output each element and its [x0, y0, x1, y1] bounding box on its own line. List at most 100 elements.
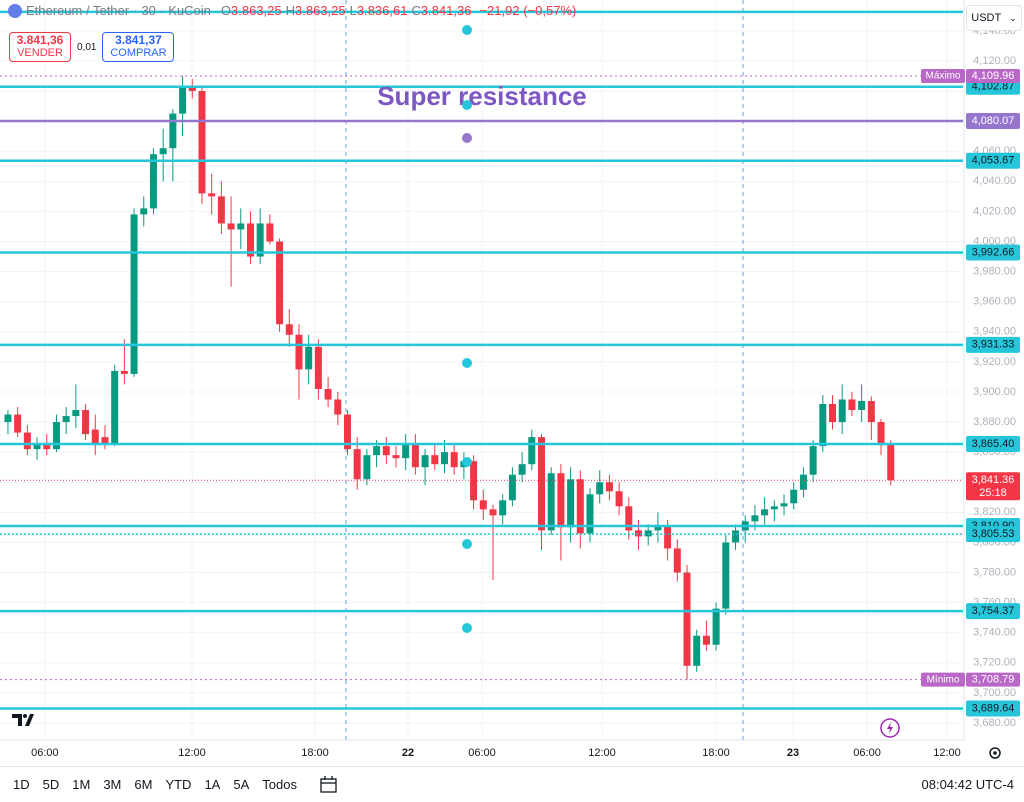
- range-button[interactable]: YTD: [165, 777, 192, 792]
- candle-body: [33, 443, 41, 450]
- candle-body: [751, 515, 759, 522]
- tv-logo: [12, 714, 34, 726]
- candle-body: [314, 346, 322, 389]
- candle-body: [683, 572, 691, 666]
- currency-select[interactable]: USDT ⌄: [966, 5, 1022, 31]
- sell-button[interactable]: 3.841,36 VENDER: [9, 32, 71, 62]
- candle-body: [567, 479, 575, 528]
- x-tick-label: 22: [402, 747, 414, 759]
- candle-body: [82, 410, 90, 435]
- price-label: 3,689.64: [972, 702, 1015, 714]
- alert-icon[interactable]: [462, 539, 472, 549]
- price-label: 4,053.67: [972, 155, 1015, 167]
- price-label-box: [966, 336, 1020, 353]
- candle-body: [780, 503, 788, 507]
- candle-body: [353, 449, 361, 480]
- sell-label: VENDER: [17, 47, 63, 59]
- candle-body: [489, 509, 497, 516]
- candle-body: [625, 506, 633, 531]
- candle-body: [702, 635, 710, 645]
- currency: USDT: [971, 12, 1002, 24]
- candle-body: [586, 494, 594, 534]
- lightning-button[interactable]: [880, 718, 900, 738]
- x-tick-label: 12:00: [588, 747, 616, 759]
- legend: Ethereum / Tether · 30 · KuCoin O 3.863,2…: [8, 3, 580, 18]
- ohlc-key: L: [349, 3, 357, 18]
- candle-body: [23, 432, 31, 450]
- candle-body: [605, 482, 613, 492]
- change: −21,92 (−0,57%): [479, 3, 577, 18]
- toolbar: 1D 5D 1M 3M 6M YTD 1A 5A Todos 08:04:42 UTC-4: [0, 766, 1024, 802]
- range-button[interactable]: 1M: [72, 777, 91, 792]
- price-label: 3,931.33: [972, 339, 1015, 351]
- price-labels: 4,102.87 4,080.07 4,053.67 3,992.66 3,931.33…: [921, 69, 1020, 717]
- y-tick-label: 3,740.00: [973, 627, 1016, 639]
- trade-panel: 3.841,36 VENDER 0,01 3.841,37 COMPRAR: [9, 32, 175, 62]
- candle-body: [246, 223, 254, 257]
- alert-icon[interactable]: [462, 358, 472, 368]
- price-label: 4,102.87: [972, 81, 1015, 93]
- alert-icon[interactable]: [462, 100, 472, 110]
- x-tick-label: 06:00: [468, 747, 496, 759]
- candle-body: [508, 474, 516, 501]
- range-button[interactable]: Todos: [262, 777, 297, 792]
- candle-body: [479, 500, 487, 510]
- alert-icon[interactable]: [462, 133, 472, 143]
- range-button[interactable]: 6M: [134, 777, 153, 792]
- candle-body: [470, 461, 478, 501]
- y-tick-label: 3,780.00: [973, 566, 1016, 578]
- alerts: [462, 25, 472, 633]
- y-tick-label: 4,020.00: [973, 205, 1016, 217]
- last-price-box: [966, 472, 1020, 501]
- candle-body: [237, 223, 245, 230]
- settings-button[interactable]: [989, 747, 1001, 759]
- candle-body: [256, 223, 264, 257]
- sell-price: 3.841,36: [16, 33, 64, 47]
- chevron: ⌄: [1009, 12, 1017, 23]
- price-label: 3,865.40: [972, 438, 1015, 450]
- candle-body: [159, 148, 167, 155]
- candle-body: [208, 193, 216, 197]
- candle-body: [266, 223, 274, 242]
- clock: 08:04:42 UTC-4: [921, 777, 1015, 792]
- y-tick-label: 3,900.00: [973, 386, 1016, 398]
- candle-body: [52, 422, 60, 450]
- candle-body: [838, 399, 846, 423]
- y-tick-label: 3,940.00: [973, 326, 1016, 338]
- x-tick-label: 06:00: [853, 747, 881, 759]
- range-button[interactable]: 5D: [42, 777, 60, 792]
- candle-body: [179, 88, 187, 114]
- candle-body: [402, 443, 410, 459]
- range-button[interactable]: 3M: [103, 777, 122, 792]
- candle-body: [198, 91, 206, 194]
- candle-body: [43, 443, 51, 450]
- range-button[interactable]: 1A: [204, 777, 221, 792]
- buy-button[interactable]: 3.841,37 COMPRAR: [102, 32, 175, 62]
- x-tick-label: 18:00: [702, 747, 730, 759]
- x-tick-label: 12:00: [933, 747, 961, 759]
- price-label-box: [966, 672, 1020, 687]
- candle-body: [547, 473, 555, 531]
- range-button[interactable]: 5A: [233, 777, 250, 792]
- alert-icon[interactable]: [462, 25, 472, 35]
- candle-body: [62, 416, 70, 423]
- x-tick-label: 12:00: [178, 747, 206, 759]
- alert-icon[interactable]: [462, 623, 472, 633]
- candle-body: [596, 482, 604, 495]
- candle-body: [140, 208, 148, 215]
- candle-body: [305, 346, 313, 370]
- candle-body: [101, 437, 109, 444]
- candle-body: [848, 399, 856, 411]
- candle-body: [285, 324, 293, 335]
- candle-body: [120, 370, 128, 374]
- range-button[interactable]: 1D: [13, 777, 30, 792]
- candle-body: [343, 414, 351, 450]
- date-range-icon[interactable]: [319, 775, 339, 795]
- price-label: 4,109.96: [972, 70, 1015, 82]
- candle-body: [858, 400, 866, 411]
- alert-icon[interactable]: [462, 457, 472, 467]
- candle-body: [528, 437, 536, 465]
- ohlc-key: C: [411, 3, 421, 18]
- range-buttons: 1D 5D 1M 3M 6M YTD 1A 5A Todos: [13, 777, 297, 792]
- annotation: Super resistance: [377, 81, 587, 111]
